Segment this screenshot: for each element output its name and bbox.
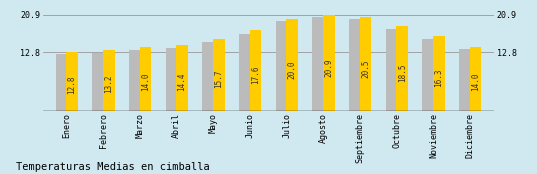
- Bar: [166, 48, 177, 111]
- Text: 12.8: 12.8: [68, 76, 77, 94]
- Bar: [239, 34, 251, 111]
- Bar: [129, 50, 141, 111]
- Text: 16.3: 16.3: [434, 68, 444, 87]
- Bar: [213, 39, 224, 111]
- Text: 20.5: 20.5: [361, 60, 370, 78]
- Bar: [103, 50, 114, 111]
- Bar: [360, 17, 371, 111]
- Bar: [433, 36, 445, 111]
- Bar: [176, 45, 188, 111]
- Text: 20.9: 20.9: [324, 59, 333, 77]
- Text: 13.2: 13.2: [104, 75, 113, 93]
- Bar: [470, 47, 481, 111]
- Bar: [92, 53, 104, 111]
- Bar: [349, 19, 361, 111]
- Bar: [396, 26, 408, 111]
- Bar: [386, 29, 397, 111]
- Text: 20.0: 20.0: [288, 61, 296, 79]
- Bar: [459, 49, 471, 111]
- Bar: [66, 52, 78, 111]
- Bar: [323, 15, 335, 111]
- Text: 14.0: 14.0: [141, 73, 150, 92]
- Text: Temperaturas Medias en cimballa: Temperaturas Medias en cimballa: [16, 162, 210, 172]
- Bar: [56, 54, 67, 111]
- Text: 14.4: 14.4: [178, 72, 186, 91]
- Bar: [423, 39, 434, 111]
- Bar: [313, 17, 324, 111]
- Text: 14.0: 14.0: [471, 73, 480, 92]
- Bar: [286, 19, 298, 111]
- Bar: [250, 30, 262, 111]
- Bar: [140, 47, 151, 111]
- Text: 17.6: 17.6: [251, 65, 260, 84]
- Bar: [275, 21, 287, 111]
- Text: 15.7: 15.7: [214, 69, 223, 88]
- Bar: [202, 42, 214, 111]
- Text: 18.5: 18.5: [397, 64, 407, 82]
